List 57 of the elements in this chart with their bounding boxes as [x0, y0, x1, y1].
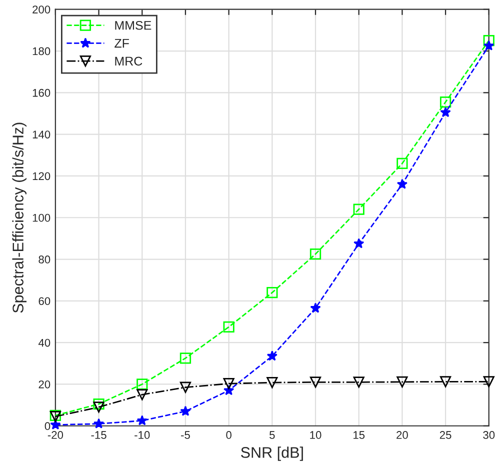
point [180, 406, 191, 416]
point [50, 419, 61, 430]
point [223, 378, 234, 390]
y-tick-label: 200 [32, 6, 50, 14]
y-tick-label: 180 [32, 47, 50, 56]
point [440, 376, 452, 388]
point [136, 378, 148, 390]
x-tick-label: 25 [440, 431, 452, 439]
x-tick-label: 30 [483, 431, 495, 439]
y-tick-label: 160 [32, 88, 50, 97]
point [180, 382, 192, 393]
point [310, 376, 322, 388]
x-tick-label: 5 [270, 431, 275, 439]
point [180, 352, 192, 364]
point [93, 398, 104, 410]
x-tick-label: 15 [354, 431, 365, 439]
point [266, 287, 278, 298]
point [266, 350, 278, 361]
y-tick-label: 120 [32, 172, 50, 180]
point [136, 415, 148, 426]
point [483, 376, 494, 388]
point [396, 376, 408, 388]
point [353, 376, 364, 388]
y-tick-label: 0 [44, 422, 50, 430]
point [440, 96, 452, 108]
y-tick-label: 60 [38, 297, 50, 306]
point [93, 418, 104, 428]
point [136, 389, 148, 400]
x-tick-label: -10 [134, 431, 150, 439]
x-tick-label: 20 [396, 431, 408, 439]
point [396, 158, 408, 170]
x-tick-label: -20 [48, 431, 64, 439]
point [353, 204, 364, 215]
legend-label: MRC [115, 56, 142, 66]
y-tick-label: 100 [32, 214, 50, 222]
point [396, 178, 408, 189]
point [483, 35, 494, 46]
y-tick-label: 140 [32, 130, 50, 138]
point [93, 402, 104, 413]
y-tick-label: 80 [38, 256, 50, 264]
x-axis-title: SNR [dB] [241, 446, 303, 461]
point [484, 40, 494, 50]
x-tick-label: 10 [310, 431, 322, 439]
point [310, 248, 322, 260]
y-tick-label: 40 [38, 338, 50, 347]
legend-label: ZF [114, 38, 129, 48]
point [266, 377, 278, 388]
x-tick-label: -5 [181, 431, 190, 439]
point [440, 106, 451, 118]
legend-label: MMSE [115, 20, 152, 30]
x-tick-label: 0 [226, 431, 232, 439]
y-axis-title: Spectral-Efficiency (bit/s/Hz) [12, 122, 26, 313]
y-tick-label: 20 [38, 380, 50, 388]
point [223, 321, 234, 333]
point [354, 238, 364, 248]
x-tick-label: -15 [91, 431, 106, 439]
point [310, 302, 321, 313]
